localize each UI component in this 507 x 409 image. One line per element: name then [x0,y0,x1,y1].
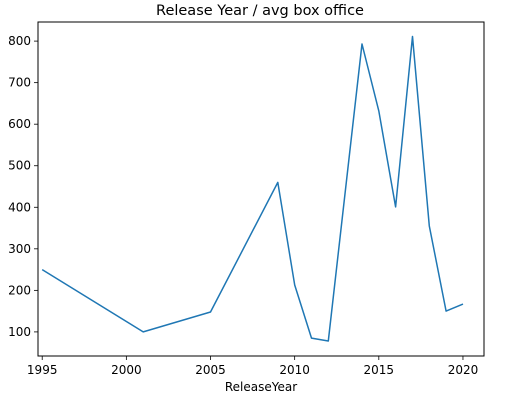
series-line [41,35,464,342]
y-tick-label: 800 [8,34,31,48]
x-tick-label: 2000 [111,363,142,377]
y-tick-label: 600 [8,117,31,131]
y-tick-label: 300 [8,242,31,256]
x-tick-label: 2005 [195,363,226,377]
x-tick-label: 1995 [27,363,58,377]
x-tick-label: 2010 [279,363,310,377]
y-tick-label: 400 [8,200,31,214]
y-tick-label: 200 [8,283,31,297]
y-tick-label: 100 [8,325,31,339]
plot-frame [37,21,485,357]
y-tick-label: 700 [8,76,31,90]
x-axis: 1995 2000 2005 2010 2015 2020 [27,356,478,377]
x-axis-label: ReleaseYear [225,380,297,394]
x-tick-label: 2020 [448,363,479,377]
y-tick-label: 500 [8,159,31,173]
x-tick-label: 2015 [364,363,395,377]
chart-title: Release Year / avg box office [156,3,364,19]
y-axis: 100 200 300 400 500 600 700 800 [8,34,38,339]
